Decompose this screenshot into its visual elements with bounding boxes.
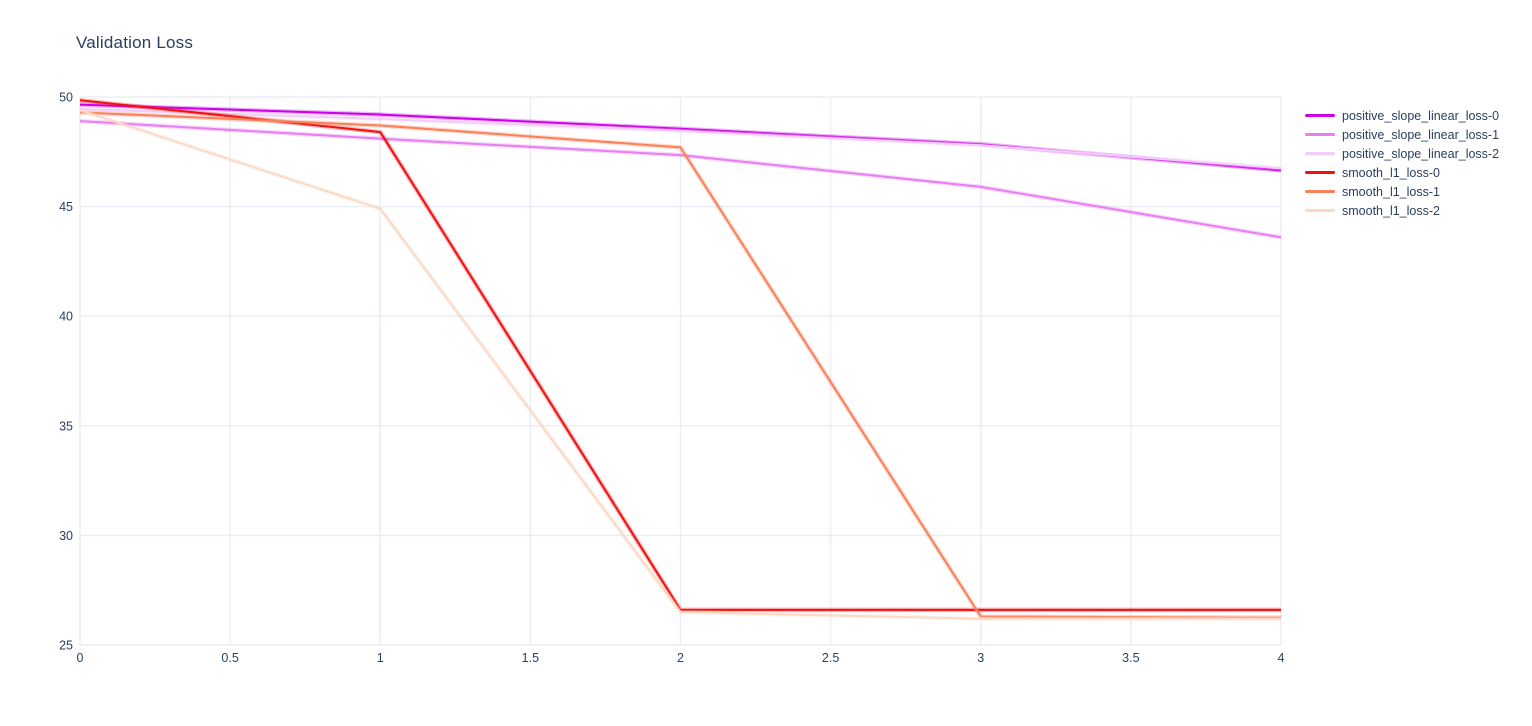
x-tick-label: 0 [77,651,84,665]
y-tick-label: 35 [59,419,73,433]
x-tick-label: 2 [677,651,684,665]
series-line-positive_slope_linear_loss-1[interactable] [79,120,1282,239]
legend-label: smooth_l1_loss-0 [1342,165,1440,180]
legend-item-smooth_l1_loss-2[interactable]: smooth_l1_loss-2 [1305,201,1499,220]
y-tick-label: 30 [59,529,73,543]
legend-swatch-positive_slope_linear_loss-1 [1305,133,1335,136]
x-tick-label: 1.5 [522,651,539,665]
y-tick-label: 40 [59,310,73,324]
legend-item-smooth_l1_loss-0[interactable]: smooth_l1_loss-0 [1305,163,1499,182]
y-tick-label: 45 [59,200,73,214]
x-tick-label: 3.5 [1122,651,1139,665]
x-tick-label: 0.5 [221,651,238,665]
legend-label: smooth_l1_loss-1 [1342,184,1440,199]
x-tick-label: 3 [977,651,984,665]
legend-label: positive_slope_linear_loss-0 [1342,108,1500,123]
legend-label: positive_slope_linear_loss-2 [1342,146,1500,161]
x-tick-label: 4 [1278,651,1285,665]
legend-swatch-smooth_l1_loss-1 [1305,190,1335,193]
legend-swatch-smooth_l1_loss-2 [1305,209,1335,212]
y-tick-label: 25 [59,639,73,653]
series-line-positive_slope_linear_loss-2[interactable] [79,108,1282,170]
legend-swatch-smooth_l1_loss-0 [1305,171,1335,174]
legend: positive_slope_linear_loss-0 positive_slo… [1305,106,1499,220]
chart-title: Validation Loss [76,33,194,52]
legend-item-positive_slope_linear_loss-0[interactable]: positive_slope_linear_loss-0 [1305,106,1499,125]
legend-label: positive_slope_linear_loss-1 [1342,127,1500,142]
legend-swatch-positive_slope_linear_loss-0 [1305,114,1335,117]
series-line-smooth_l1_loss-2[interactable] [79,109,1281,620]
x-tick-label: 2.5 [822,651,839,665]
y-tick-label: 50 [59,91,73,105]
x-tick-label: 1 [377,651,384,665]
series-line-smooth_l1_loss-1[interactable] [79,111,1282,619]
legend-swatch-positive_slope_linear_loss-2 [1305,152,1335,155]
legend-item-positive_slope_linear_loss-1[interactable]: positive_slope_linear_loss-1 [1305,125,1499,144]
legend-item-positive_slope_linear_loss-2[interactable]: positive_slope_linear_loss-2 [1305,144,1499,163]
legend-item-smooth_l1_loss-1[interactable]: smooth_l1_loss-1 [1305,182,1499,201]
legend-label: smooth_l1_loss-2 [1342,203,1440,218]
